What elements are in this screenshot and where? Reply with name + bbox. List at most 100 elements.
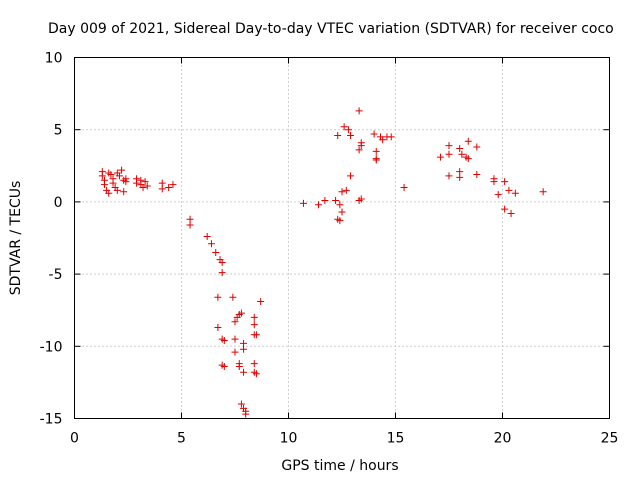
data-point <box>370 130 378 138</box>
data-point <box>445 172 453 180</box>
x-tick-label: 25 <box>601 431 619 447</box>
data-point <box>100 181 108 189</box>
data-point <box>214 324 222 332</box>
data-point <box>231 318 239 326</box>
data-point <box>347 172 355 180</box>
data-point <box>250 360 258 368</box>
x-tick-label: 0 <box>70 431 79 447</box>
data-point <box>464 155 472 163</box>
x-tick-label: 20 <box>494 431 512 447</box>
data-point <box>231 335 239 343</box>
data-point <box>505 186 513 194</box>
axis-ticks <box>74 57 610 419</box>
data-point <box>186 221 194 229</box>
data-point <box>229 293 237 301</box>
data-point <box>336 201 344 209</box>
data-point <box>231 348 239 356</box>
data-point <box>340 123 348 131</box>
data-point <box>445 150 453 158</box>
x-tick-label: 10 <box>280 431 298 447</box>
data-point <box>314 201 322 209</box>
data-point <box>355 107 363 115</box>
y-tick-label: -10 <box>40 339 63 355</box>
y-tick-label: 5 <box>54 123 63 139</box>
data-point <box>237 309 245 317</box>
data-point <box>501 178 509 186</box>
data-points <box>98 107 547 418</box>
data-point <box>473 143 481 151</box>
data-point <box>257 298 265 306</box>
data-point <box>252 370 260 378</box>
chart-title: Day 009 of 2021, Sidereal Day-to-day VTE… <box>48 21 614 37</box>
plot-frame <box>74 57 610 419</box>
data-point <box>220 363 228 371</box>
data-point <box>539 188 547 196</box>
data-point <box>494 191 502 199</box>
data-point <box>165 183 173 191</box>
data-point <box>336 217 344 225</box>
data-point <box>143 182 151 190</box>
data-point <box>511 189 519 197</box>
data-point <box>473 170 481 178</box>
x-axis-label: GPS time / hours <box>281 458 398 474</box>
data-point <box>507 209 515 217</box>
data-point <box>458 150 466 158</box>
data-point <box>344 126 352 134</box>
data-point <box>250 313 258 321</box>
data-point <box>203 233 211 241</box>
data-point <box>218 259 226 267</box>
data-point <box>400 183 408 191</box>
data-point <box>242 410 250 418</box>
x-tick-label: 5 <box>177 431 186 447</box>
data-point <box>321 196 329 204</box>
data-point <box>218 269 226 277</box>
data-point <box>501 205 509 213</box>
data-point <box>235 363 243 371</box>
data-point <box>355 196 363 204</box>
data-point <box>113 186 121 194</box>
data-point <box>347 131 355 139</box>
data-point <box>240 339 248 347</box>
data-point <box>456 144 464 152</box>
data-point <box>158 185 166 193</box>
data-point <box>107 170 115 178</box>
data-point <box>122 175 130 183</box>
data-point <box>357 142 365 150</box>
data-point <box>139 183 147 191</box>
data-point <box>252 331 260 339</box>
data-point <box>299 199 307 207</box>
data-point <box>240 368 248 376</box>
data-point <box>109 179 117 187</box>
data-point <box>212 248 220 256</box>
data-point <box>342 186 350 194</box>
data-point <box>332 196 340 204</box>
data-point <box>105 189 113 197</box>
tick-labels: 0 5 10 15 20 25 10 5 0 -5 -10 -15 <box>40 51 619 447</box>
data-point <box>133 179 141 187</box>
data-point <box>445 142 453 150</box>
data-point <box>237 400 245 408</box>
data-point <box>456 173 464 181</box>
x-tick-label: 15 <box>387 431 405 447</box>
y-axis-label: SDTVAR / TECUs <box>8 181 24 296</box>
data-point <box>141 178 149 186</box>
data-point <box>207 240 215 248</box>
y-tick-label: 0 <box>54 195 63 211</box>
data-point <box>250 321 258 329</box>
data-point <box>338 188 346 196</box>
data-point <box>436 153 444 161</box>
data-point <box>334 131 342 139</box>
data-point <box>98 172 106 180</box>
data-point <box>338 208 346 216</box>
data-point <box>490 178 498 186</box>
grid-lines <box>74 57 610 419</box>
data-point <box>115 172 123 180</box>
data-point <box>214 293 222 301</box>
data-point <box>220 337 228 345</box>
data-point <box>379 136 387 144</box>
data-point <box>387 133 395 141</box>
data-point <box>372 155 380 163</box>
data-point <box>355 146 363 154</box>
data-point <box>169 181 177 189</box>
